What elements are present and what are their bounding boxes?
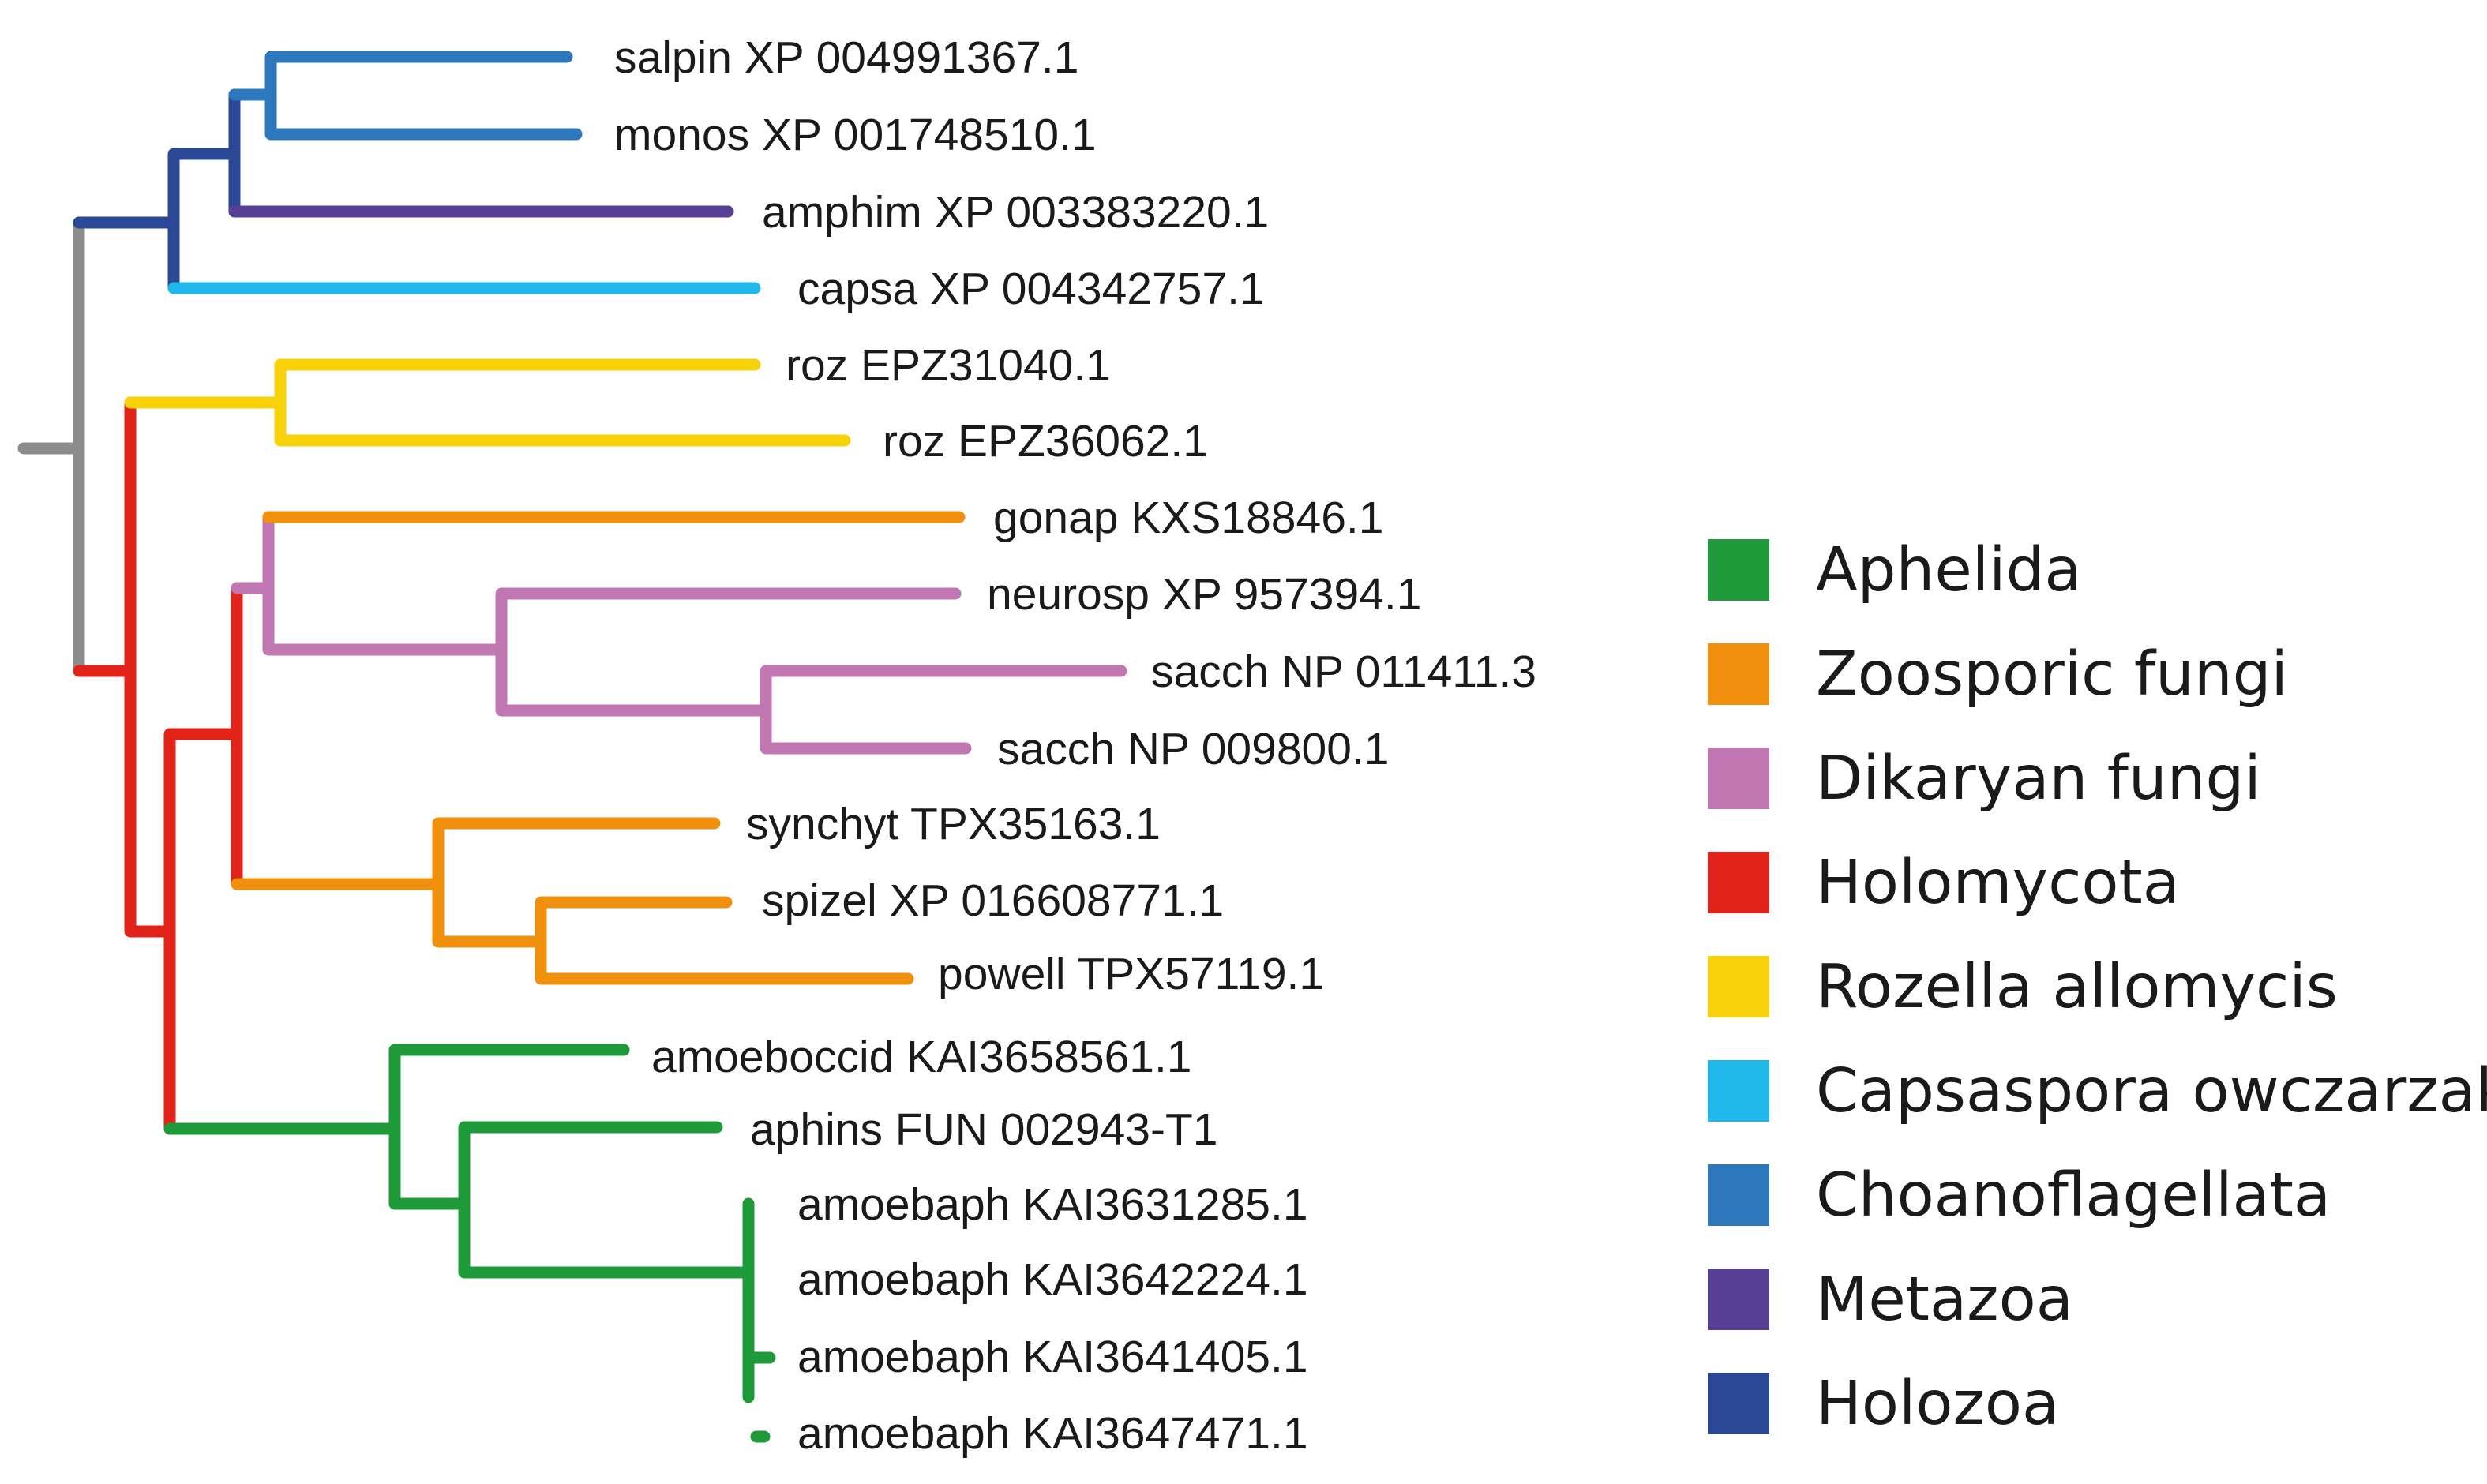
branch-dikaryan	[231, 511, 1127, 755]
branch-aphelida	[163, 1044, 776, 1443]
legend-label: Holomycota	[1816, 848, 2180, 918]
branch-zoosporic	[231, 511, 966, 985]
legend-item-rozella: Rozella allomycis	[1708, 952, 2338, 1022]
leaf-label: capsa XP 004342757.1	[797, 264, 1265, 314]
legend-item-capsaspora: Capsaspora owczarzaki	[1708, 1056, 2487, 1126]
leaf-label: amoebaph KAI3642224.1	[797, 1254, 1308, 1305]
leaf-label: amoebaph KAI3631285.1	[797, 1179, 1308, 1230]
branch-holozoa	[73, 88, 241, 294]
leaf-label: roz EPZ31040.1	[786, 340, 1111, 391]
legend-item-choano: Choanoflagellata	[1708, 1160, 2331, 1231]
legend-label: Holozoa	[1816, 1369, 2059, 1439]
leaf-label: synchyt TPX35163.1	[746, 799, 1161, 849]
legend-swatch	[1708, 1060, 1769, 1122]
leaf-label: sacch NP 009800.1	[997, 724, 1389, 774]
leaf-label: amoebaph KAI3641405.1	[797, 1332, 1308, 1382]
legend-item-holozoa: Holozoa	[1708, 1369, 2059, 1439]
leaf-label: neurosp XP 957394.1	[987, 569, 1421, 620]
legend-swatch	[1708, 643, 1769, 705]
leaf-label: gonap KXS18846.1	[993, 493, 1383, 543]
legend-swatch	[1708, 1164, 1769, 1226]
legend-label: Dikaryan fungi	[1816, 744, 2261, 814]
legend-label: Zoosporic fungi	[1816, 639, 2288, 710]
branch-choanoflagellata	[228, 51, 583, 141]
leaf-labels: salpin XP 004991367.1 monos XP 001748510.…	[614, 32, 1536, 1459]
leaf-label: spizel XP 016608771.1	[762, 875, 1224, 926]
branch-holomycota	[73, 396, 243, 1135]
leaf-label: amphim XP 003383220.1	[762, 187, 1269, 238]
legend-item-aphelida: Aphelida	[1708, 535, 2082, 605]
legend-swatch	[1708, 748, 1769, 809]
legend-item-zoosporic: Zoosporic fungi	[1708, 639, 2288, 710]
leaf-label: aphins FUN 002943-T1	[750, 1104, 1218, 1155]
legend-item-dikaryan: Dikaryan fungi	[1708, 744, 2261, 814]
legend-swatch	[1708, 852, 1769, 913]
leaf-label: roz EPZ36062.1	[883, 416, 1208, 467]
leaf-label: powell TPX57119.1	[938, 949, 1324, 999]
leaf-label: amoebaph KAI3647471.1	[797, 1408, 1308, 1459]
legend-label: Metazoa	[1816, 1265, 2073, 1335]
legend-label: Choanoflagellata	[1816, 1160, 2331, 1231]
leaf-label: monos XP 001748510.1	[614, 110, 1097, 160]
legend-item-metazoa: Metazoa	[1708, 1265, 2073, 1335]
legend-swatch	[1708, 956, 1769, 1017]
leaf-label: salpin XP 004991367.1	[614, 32, 1078, 83]
legend-swatch	[1708, 1269, 1769, 1330]
legend: Aphelida Zoosporic fungi Dikaryan fungi Hol…	[1708, 535, 2487, 1439]
legend-label: Rozella allomycis	[1816, 952, 2338, 1022]
leaf-label: sacch NP 011411.3	[1151, 646, 1536, 697]
branch-rozella	[124, 358, 851, 447]
legend-item-holomycota: Holomycota	[1708, 848, 2180, 918]
leaf-label: amoeboccid KAI3658561.1	[651, 1032, 1192, 1082]
legend-swatch	[1708, 539, 1769, 601]
legend-label: Capsaspora owczarzaki	[1816, 1056, 2487, 1126]
legend-swatch	[1708, 1373, 1769, 1434]
legend-label: Aphelida	[1816, 535, 2082, 605]
